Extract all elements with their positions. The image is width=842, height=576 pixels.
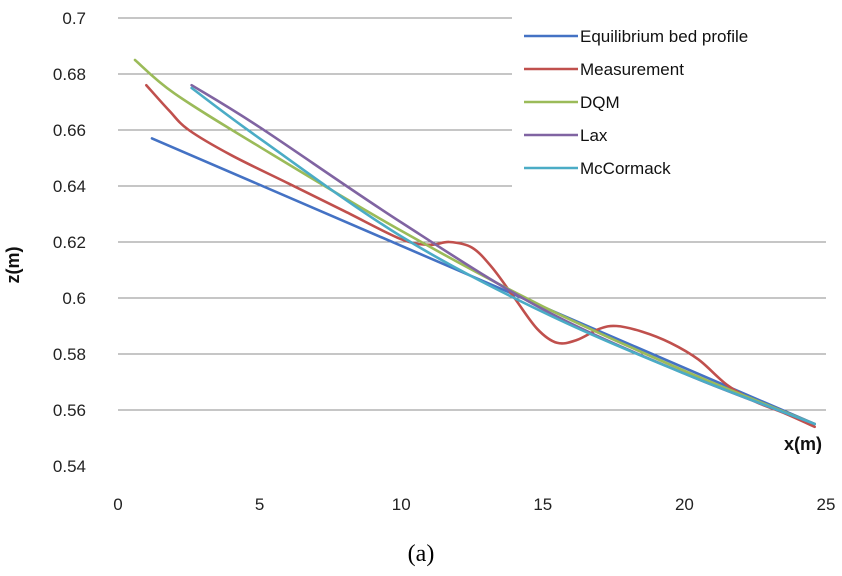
legend-label-mccormack: McCormack (580, 159, 671, 178)
y-tick-label: 0.58 (53, 345, 86, 364)
x-tick-labels: 0 5 10 15 20 25 (113, 495, 835, 514)
series-line-dqm (133, 58, 816, 426)
legend-label-dqm: DQM (580, 93, 620, 112)
series-line-measurement (145, 83, 816, 429)
y-tick-label: 0.64 (53, 177, 86, 196)
legend: Equilibrium bed profile Measurement DQM Lax… (512, 14, 834, 204)
x-tick-label: 15 (533, 495, 552, 514)
legend-label-equilibrium-bed-profile: Equilibrium bed profile (580, 27, 748, 46)
y-tick-label: 0.6 (62, 289, 86, 308)
legend-label-lax: Lax (580, 126, 608, 145)
figure-caption: (a) (408, 541, 435, 567)
x-tick-label: 25 (817, 495, 836, 514)
x-tick-label: 10 (392, 495, 411, 514)
series-lines (133, 58, 816, 429)
y-tick-label: 0.62 (53, 233, 86, 252)
series-line-mccormack (190, 86, 816, 426)
y-tick-label: 0.54 (53, 457, 86, 476)
legend-background (512, 14, 834, 204)
y-tick-label: 0.7 (62, 9, 86, 28)
x-axis-label: x(m) (784, 434, 822, 454)
legend-label-measurement: Measurement (580, 60, 684, 79)
grid-lines (118, 17, 826, 411)
x-tick-label: 0 (113, 495, 122, 514)
y-tick-label: 0.68 (53, 65, 86, 84)
y-axis-label: z(m) (3, 247, 23, 284)
y-tick-label: 0.56 (53, 401, 86, 420)
x-tick-label: 5 (255, 495, 264, 514)
y-tick-labels: 0.54 0.56 0.58 0.6 0.62 0.64 0.66 0.68 0.7 (53, 9, 86, 476)
y-tick-label: 0.66 (53, 121, 86, 140)
x-tick-label: 20 (675, 495, 694, 514)
